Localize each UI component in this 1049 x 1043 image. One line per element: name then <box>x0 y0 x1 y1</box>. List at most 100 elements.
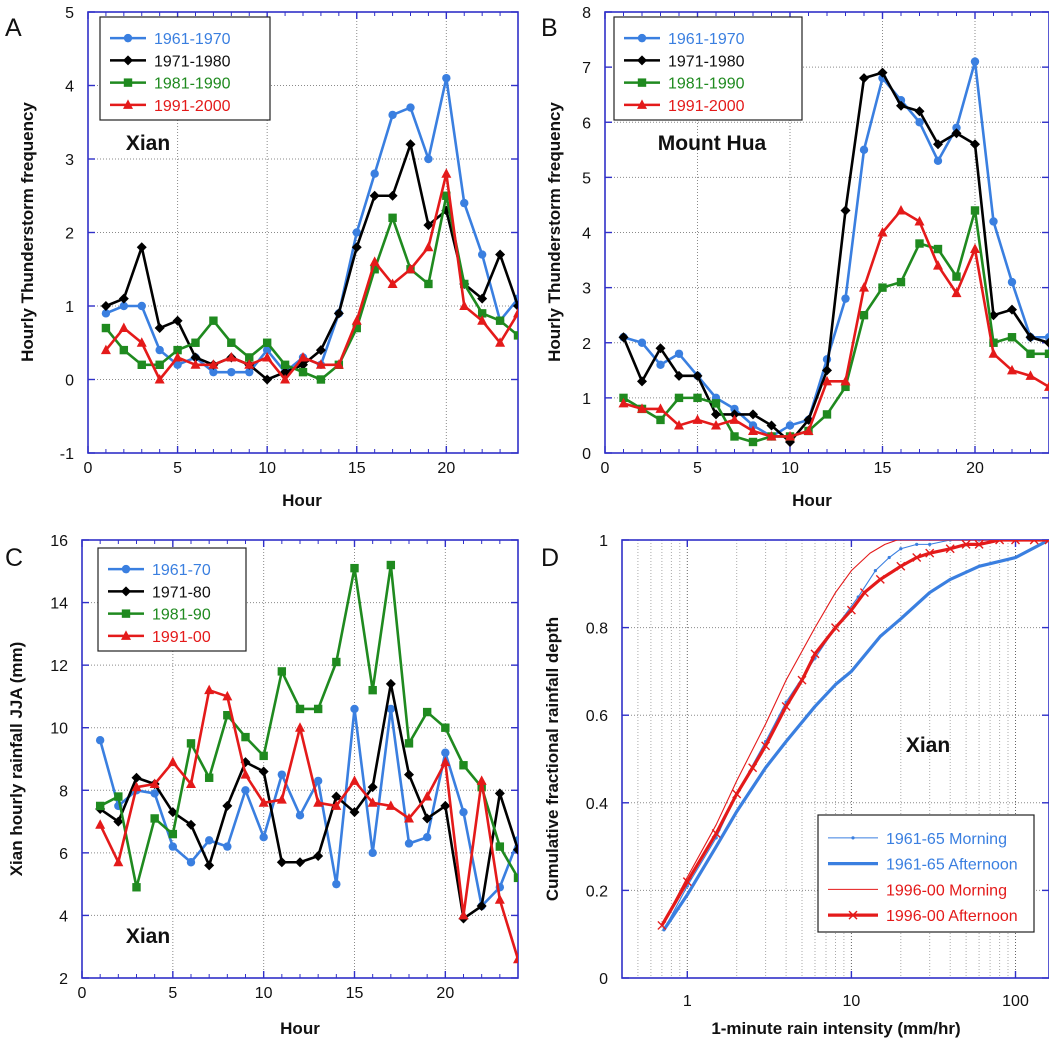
y-tick-label: 0 <box>582 446 591 463</box>
panel-label: A <box>5 14 22 42</box>
panel-c: 0 5 10 15 20 2 4 6 8 10 12 14 16 1961-70 1971-80 1981-9… <box>5 533 519 1038</box>
marker-stroke <box>848 910 858 920</box>
series-3 <box>95 684 518 964</box>
data-point <box>877 227 888 237</box>
data-point <box>933 260 943 270</box>
panel-b: 0 5 10 15 20 0 1 2 3 4 5 6 7 8 1961-1970 1971-1980 1981-… <box>541 5 1049 510</box>
legend-label: 1991-2000 <box>154 98 231 115</box>
data-point <box>1044 337 1049 348</box>
legend-label: 1991-2000 <box>668 98 745 115</box>
data-point <box>280 360 290 369</box>
data-point <box>878 283 887 292</box>
series-3 <box>100 168 518 384</box>
data-point <box>840 205 851 216</box>
legend-label: 1961-70 <box>152 562 211 579</box>
plot-frame <box>621 539 1049 979</box>
data-point <box>262 351 273 362</box>
legend-marker <box>121 630 131 640</box>
data-point <box>331 791 342 802</box>
data-point <box>168 842 178 851</box>
data-point <box>810 649 820 659</box>
data-point <box>280 374 291 384</box>
data-point <box>333 308 344 319</box>
data-point <box>227 367 236 377</box>
marker-stroke <box>711 828 721 838</box>
data-point <box>244 359 255 369</box>
data-point <box>896 561 906 571</box>
data-point <box>460 279 469 289</box>
station-label: Xian <box>906 734 950 757</box>
data-point <box>209 367 218 377</box>
data-point <box>476 775 487 785</box>
data-point <box>970 139 980 150</box>
data-point <box>223 842 232 851</box>
data-point <box>1011 540 1020 545</box>
data-point <box>674 349 684 358</box>
data-point <box>352 228 361 237</box>
data-point <box>513 307 518 318</box>
legend-label: 1996-00 Afternoon <box>886 908 1018 925</box>
station-label: Mount Hua <box>658 132 767 155</box>
data-point <box>841 382 850 392</box>
marker-stroke <box>974 540 984 549</box>
data-point <box>440 756 451 767</box>
data-point <box>961 540 971 549</box>
data-point <box>190 352 201 363</box>
data-point <box>277 770 287 779</box>
data-point <box>928 542 932 546</box>
x-tick-label: 0 <box>78 985 87 1002</box>
data-point <box>915 239 924 248</box>
data-point <box>370 169 379 178</box>
data-point <box>797 675 807 685</box>
data-point <box>154 374 165 384</box>
x-tick-label: 15 <box>348 460 366 477</box>
data-point <box>262 338 272 347</box>
marker-stroke <box>961 540 971 549</box>
y-tick-label: 0.4 <box>586 796 608 813</box>
data-point <box>732 789 742 799</box>
ticks: 1 10 100 0 0.2 0.4 0.6 0.8 1 <box>586 533 1049 1010</box>
data-point <box>245 353 254 362</box>
data-point <box>822 410 832 419</box>
marker-stroke <box>1033 540 1039 545</box>
data-point <box>655 343 666 354</box>
data-point <box>222 800 233 811</box>
data-point <box>150 814 159 823</box>
marker-stroke <box>1029 540 1036 545</box>
legend-label: 1971-1980 <box>668 53 745 70</box>
data-point <box>513 301 518 311</box>
data-point <box>711 419 721 430</box>
data-point <box>887 555 891 560</box>
y-tick-label: 4 <box>582 226 591 243</box>
ticks: 0 5 10 15 20 0 1 2 3 4 5 6 7 8 <box>582 5 1049 477</box>
data-point <box>877 67 888 78</box>
data-point <box>172 315 183 326</box>
data-point <box>208 359 219 369</box>
y-tick-label: 14 <box>50 596 68 613</box>
legend-marker <box>637 33 647 43</box>
y-tick-label: 2 <box>59 971 68 988</box>
data-point <box>155 360 164 369</box>
data-point <box>859 282 869 292</box>
x-axis-label: Hour <box>792 491 832 510</box>
y-tick-label: 8 <box>59 783 68 800</box>
data-point <box>495 337 506 347</box>
data-point <box>477 309 487 318</box>
data-point <box>405 139 416 150</box>
data-point <box>119 345 129 355</box>
data-point <box>974 540 984 549</box>
marker-stroke <box>831 623 840 633</box>
data-point <box>227 338 236 347</box>
y-axis-label: Cumulative fractional rainfall depth <box>543 617 562 901</box>
data-point <box>748 409 758 420</box>
data-point <box>388 110 397 120</box>
y-tick-label: 0.8 <box>586 621 608 638</box>
data-point <box>136 242 147 253</box>
data-point <box>951 287 962 298</box>
data-point <box>313 850 324 861</box>
y-tick-label: 0.2 <box>586 883 608 900</box>
data-point <box>186 819 196 830</box>
y-axis-label: Hourly Thunderstorm frequency <box>545 102 564 362</box>
data-point <box>386 704 396 714</box>
